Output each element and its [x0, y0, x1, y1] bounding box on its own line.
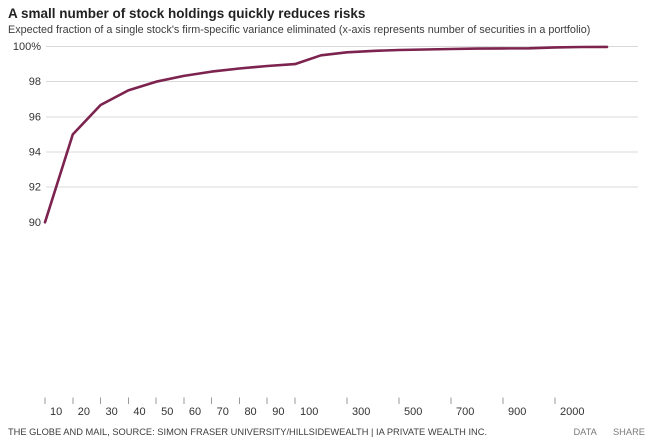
y-axis-label: 92: [29, 182, 41, 194]
x-axis-label: 2000: [560, 406, 584, 418]
data-link[interactable]: DATA: [573, 427, 597, 437]
x-axis-label: 20: [78, 406, 90, 418]
x-axis-label: 40: [133, 406, 145, 418]
chart-title: A small number of stock holdings quickly…: [8, 6, 366, 21]
y-axis-label: 90: [29, 217, 41, 229]
x-axis-label: 500: [404, 406, 422, 418]
data-line: [43, 45, 609, 224]
chart-subtitle: Expected fraction of a single stock's fi…: [8, 24, 591, 36]
x-axis-label: 70: [217, 406, 229, 418]
footer-links: DATA SHARE: [559, 427, 645, 437]
footer: THE GLOBE AND MAIL, SOURCE: SIMON FRASER…: [8, 425, 645, 439]
x-axis-label: 50: [161, 406, 173, 418]
x-axis-label: 900: [508, 406, 526, 418]
source-note: THE GLOBE AND MAIL, SOURCE: SIMON FRASER…: [8, 427, 488, 437]
x-axis-label: 80: [244, 406, 256, 418]
y-axis-label: 94: [29, 146, 41, 158]
x-axis-label: 100: [300, 406, 318, 418]
x-axis-label: 30: [106, 406, 118, 418]
x-axis-label: 700: [456, 406, 474, 418]
x-axis-label: 60: [189, 406, 201, 418]
y-axis-label: 100%: [13, 41, 41, 53]
share-link[interactable]: SHARE: [612, 427, 645, 437]
x-axis-label: 10: [50, 406, 62, 418]
x-axis-label: 300: [352, 406, 370, 418]
y-axis-label: 98: [29, 76, 41, 88]
y-axis-label: 96: [29, 111, 41, 123]
x-axis-label: 90: [272, 406, 284, 418]
